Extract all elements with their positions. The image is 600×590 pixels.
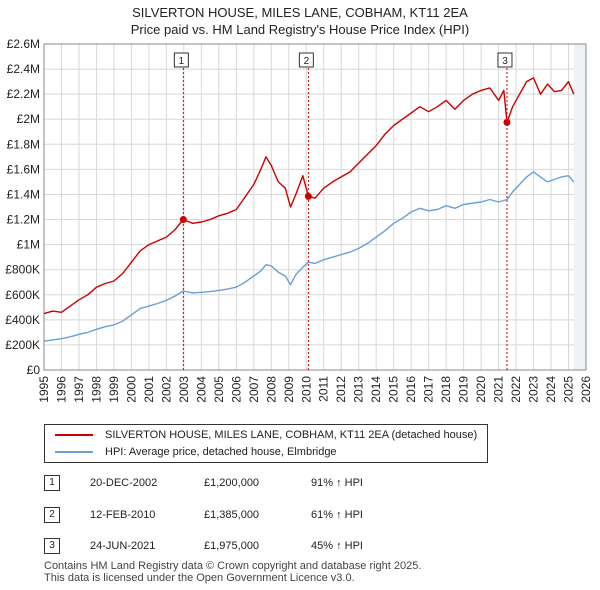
transaction-date: 12-FEB-2010 xyxy=(90,509,156,521)
transaction-hpi-diff: 45% ↑ HPI xyxy=(311,540,363,552)
forecast-region xyxy=(573,44,586,370)
legend-item-property: SILVERTON HOUSE, MILES LANE, COBHAM, KT1… xyxy=(55,427,477,443)
x-tick-label: 2000 xyxy=(124,376,138,403)
x-tick-label: 1996 xyxy=(54,376,68,403)
y-tick-label: £2.4M xyxy=(7,62,40,76)
transaction-row: 1 20-DEC-2002 £1,200,000 91% ↑ HPI xyxy=(44,473,564,493)
y-tick-label: £200K xyxy=(5,338,40,352)
x-tick-label: 1997 xyxy=(72,376,86,403)
chart-title: SILVERTON HOUSE, MILES LANE, COBHAM, KT1… xyxy=(132,5,468,20)
legend: SILVERTON HOUSE, MILES LANE, COBHAM, KT1… xyxy=(44,424,488,463)
transaction-price: £1,200,000 xyxy=(204,477,260,489)
transaction-price: £1,385,000 xyxy=(204,509,260,521)
x-tick-label: 2013 xyxy=(352,376,366,403)
y-tick-label: £600K xyxy=(5,288,40,302)
y-tick-label: £2M xyxy=(17,112,40,126)
x-tick-label: 2024 xyxy=(544,376,558,403)
x-tick-label: 2019 xyxy=(457,376,471,403)
transaction-date: 24-JUN-2021 xyxy=(90,540,156,552)
transaction-marker-badge: 1 xyxy=(44,475,60,491)
y-tick-label: £800K xyxy=(5,263,40,277)
transaction-marker-badge: 3 xyxy=(44,538,60,554)
property-line-swatch xyxy=(55,434,93,437)
transaction-hpi-diff: 91% ↑ HPI xyxy=(311,477,363,489)
plot-frame xyxy=(43,43,587,371)
sale-marker-label: 2 xyxy=(304,56,310,67)
x-tick-label: 1999 xyxy=(107,376,121,403)
y-tick-label: £2.6M xyxy=(7,37,40,51)
sale-marker-box xyxy=(173,52,189,68)
sale-point xyxy=(179,216,187,224)
x-tick-label: 2020 xyxy=(474,376,488,403)
sale-marker-box xyxy=(497,52,513,68)
x-tick-label: 2017 xyxy=(422,376,436,403)
x-tick-label: 2012 xyxy=(334,376,348,403)
licence-notice: This data is licensed under the Open Gov… xyxy=(44,572,355,584)
x-tick-label: 2009 xyxy=(282,376,296,403)
x-tick-label: 2022 xyxy=(509,376,523,403)
x-tick-label: 2001 xyxy=(142,376,156,403)
x-tick-label: 2018 xyxy=(439,376,453,403)
x-tick-label: 2016 xyxy=(404,376,418,403)
transaction-row: 3 24-JUN-2021 £1,975,000 45% ↑ HPI xyxy=(44,536,564,556)
copyright-notice: Contains HM Land Registry data © Crown c… xyxy=(44,560,422,572)
transaction-hpi-diff: 61% ↑ HPI xyxy=(311,509,363,521)
x-tick-label: 1995 xyxy=(37,376,51,403)
price-chart: £0 £200K £400K £600K £800K £1M £1.2M £1.4M £1.6M… xyxy=(5,37,593,403)
sale-point xyxy=(503,118,511,126)
y-tick-label: £1M xyxy=(17,238,40,252)
x-tick-label: 1998 xyxy=(89,376,103,403)
x-tick-label: 2014 xyxy=(369,376,383,403)
legend-item-hpi: HPI: Average price, detached house, Elmb… xyxy=(55,444,337,460)
y-tick-label: £1.6M xyxy=(7,162,40,176)
chart-subtitle: Price paid vs. HM Land Registry's House … xyxy=(130,22,470,37)
x-tick-label: 2002 xyxy=(159,376,173,403)
x-tick-label: 2003 xyxy=(177,376,191,403)
sale-marker-label: 3 xyxy=(502,56,508,67)
transaction-price: £1,975,000 xyxy=(204,540,260,552)
x-tick-label: 2026 xyxy=(579,376,593,403)
y-tick-label: £1.2M xyxy=(7,213,40,227)
legend-label-hpi: HPI: Average price, detached house, Elmb… xyxy=(105,446,337,458)
hpi-line-swatch xyxy=(55,451,93,454)
x-tick-label: 2021 xyxy=(492,376,506,403)
x-tick-label: 2004 xyxy=(194,376,208,403)
x-tick-label: 2005 xyxy=(212,376,226,403)
y-tick-label: £1.4M xyxy=(7,187,40,201)
transaction-marker-badge: 2 xyxy=(44,507,60,523)
x-tick-label: 2006 xyxy=(229,376,243,403)
legend-label-property: SILVERTON HOUSE, MILES LANE, COBHAM, KT1… xyxy=(105,429,478,441)
y-tick-label: £1.8M xyxy=(7,137,40,151)
transaction-date: 20-DEC-2002 xyxy=(90,477,158,489)
x-tick-label: 2008 xyxy=(264,376,278,403)
y-tick-label: £400K xyxy=(5,313,40,327)
y-tick-label: £2.2M xyxy=(7,87,40,101)
x-tick-label: 2023 xyxy=(527,376,541,403)
y-tick-label: £0 xyxy=(27,363,41,377)
sale-marker-label: 1 xyxy=(179,56,185,67)
x-tick-label: 2025 xyxy=(562,376,576,403)
sale-point xyxy=(304,192,312,200)
x-tick-label: 2011 xyxy=(317,376,331,402)
hpi-series-line xyxy=(43,171,575,342)
x-tick-label: 2010 xyxy=(299,376,313,403)
transaction-row: 2 12-FEB-2010 £1,385,000 61% ↑ HPI xyxy=(44,505,564,525)
x-tick-label: 2007 xyxy=(247,376,261,403)
x-tick-label: 2015 xyxy=(387,376,401,403)
sale-marker-box xyxy=(298,52,314,68)
